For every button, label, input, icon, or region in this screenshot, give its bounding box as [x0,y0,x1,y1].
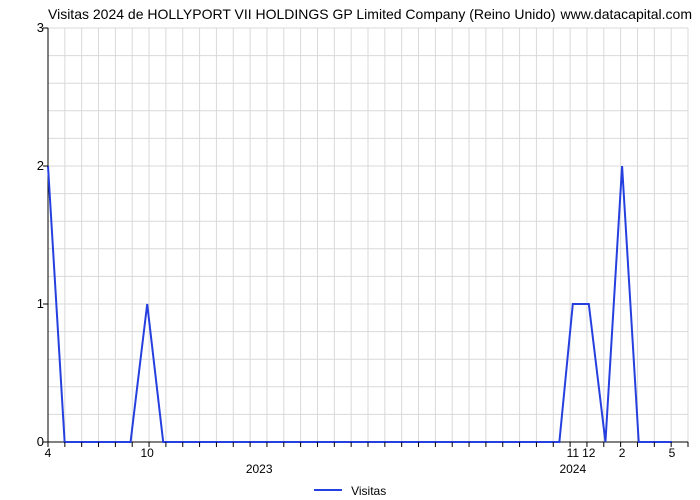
chart-svg [48,28,688,442]
x-year-label: 2023 [246,462,273,476]
y-tick-label: 1 [32,296,44,311]
chart-legend: Visitas [0,483,700,498]
x-tick-label: 10 [141,446,154,460]
x-tick-label: 11 [567,446,579,460]
watermark-text: www.datacapital.com [560,6,692,22]
legend-label: Visitas [351,484,386,498]
y-tick-label: 3 [32,20,44,35]
x-tick-label: 12 [582,446,595,460]
x-tick-label: 4 [45,446,52,460]
chart-title: Visitas 2024 de HOLLYPORT VII HOLDINGS G… [48,6,556,22]
y-tick-label: 0 [32,434,44,449]
y-tick-label: 2 [32,158,44,173]
x-tick-label: 2 [619,446,626,460]
x-tick-label: 5 [669,446,676,460]
legend-swatch [314,484,342,498]
chart-plot-area [48,28,688,442]
x-year-label: 2024 [559,462,586,476]
